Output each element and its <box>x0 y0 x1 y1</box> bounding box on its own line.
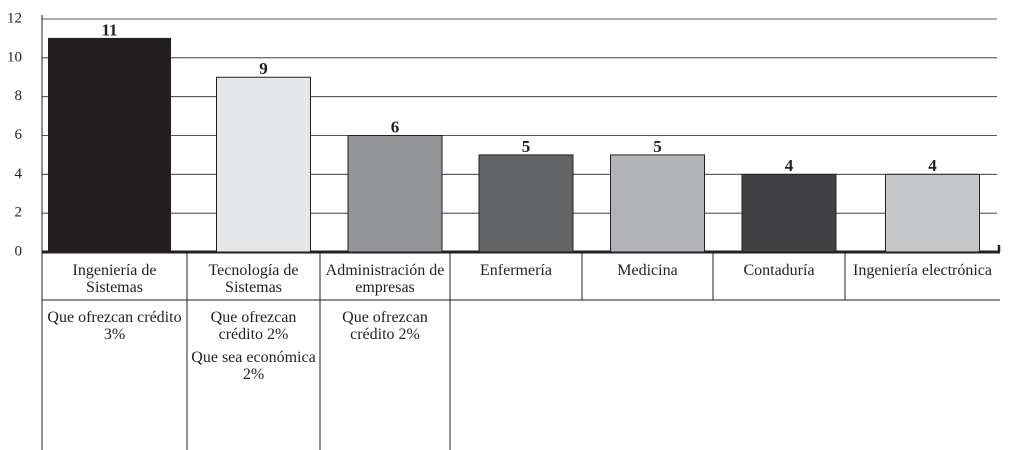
value-label: 6 <box>391 117 400 136</box>
note-cell: Que ofrezcan crédito 3% <box>42 309 187 349</box>
note: Que sea económica 2% <box>191 349 316 383</box>
x-tick-label: Medicina <box>617 262 678 279</box>
note-cell: Que ofrezcan crédito 2% <box>320 309 450 349</box>
note: Que ofrezcan crédito 2% <box>210 309 297 343</box>
y-tick-label: 10 <box>7 49 22 65</box>
x-tick-label: Ingeniería electrónica <box>852 262 993 279</box>
x-tick-label: Tecnología de Sistemas <box>208 262 299 296</box>
y-tick-label: 8 <box>15 88 23 104</box>
bar <box>48 37 171 253</box>
value-label: 9 <box>259 59 268 78</box>
value-label: 4 <box>785 156 794 175</box>
bar <box>610 154 705 253</box>
bar <box>478 154 574 253</box>
x-tick-label: Ingeniería de Sistemas <box>72 262 157 296</box>
y-tick-label: 12 <box>7 10 22 26</box>
x-tick-label: Contaduría <box>743 262 815 279</box>
y-tick-label: 0 <box>15 243 23 259</box>
note: Que ofrezcan crédito 3% <box>47 309 182 343</box>
value-label: 11 <box>101 20 117 39</box>
bar <box>741 173 837 253</box>
x-tick-label: Administración de empresas <box>325 262 445 296</box>
y-tick-label: 6 <box>15 127 23 143</box>
bar <box>885 173 980 253</box>
bar <box>216 76 311 253</box>
note-cell: Que ofrezcan crédito 2% Que sea económica… <box>187 309 320 389</box>
y-tick-label: 4 <box>15 166 23 182</box>
x-tick-label: Enfermería <box>480 262 552 279</box>
y-tick-label: 2 <box>15 205 23 221</box>
value-label: 5 <box>522 137 531 156</box>
note: Que ofrezcan crédito 2% <box>342 309 428 343</box>
value-label: 4 <box>928 156 937 175</box>
value-label: 5 <box>653 137 662 156</box>
bar <box>347 135 443 253</box>
